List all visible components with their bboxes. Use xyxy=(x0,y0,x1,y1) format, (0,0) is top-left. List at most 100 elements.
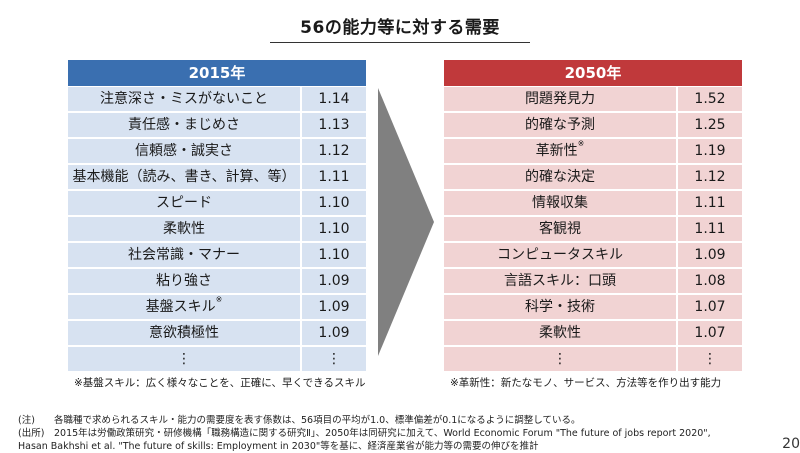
skill-name: 信頼感・誠実さ xyxy=(68,139,300,163)
table-row: 基本機能（読み、書き、計算、等） 1.11 xyxy=(68,165,366,189)
footnote-source-text-1: 2015年は労働政策研究・研修機構「職務構造に関する研究Ⅱ」、2050年は同研究… xyxy=(54,428,711,439)
skill-list-2015: 注意深さ・ミスがないこと 1.14 責任感・まじめさ 1.13 信頼感・誠実さ 1.12 基… xyxy=(68,87,366,371)
skill-value: 1.52 xyxy=(678,87,742,111)
skill-value: 1.12 xyxy=(678,165,742,189)
skill-name: 社会常識・マナー xyxy=(68,243,300,267)
skill-name: 基本機能（読み、書き、計算、等） xyxy=(68,165,300,189)
footnote-source-cont: Hasan Bakhshi et al. "The future of skil… xyxy=(18,440,798,453)
skill-name-text: 信頼感・誠実さ xyxy=(135,143,233,159)
skill-name: 的確な決定 xyxy=(444,165,676,189)
skill-name: 情報収集 xyxy=(444,191,676,215)
footnotes: (注) 各職種で求められるスキル・能力の需要度を表す係数は、56項目の平均が1.… xyxy=(18,414,798,453)
skill-value: 1.07 xyxy=(678,295,742,319)
skill-name: ⋮ xyxy=(68,347,300,371)
skill-name-text: 柔軟性 xyxy=(539,325,581,341)
panel-header-2050: 2050年 xyxy=(444,60,742,86)
skill-name-text: コンピュータスキル xyxy=(497,247,623,263)
footnote-note: (注) 各職種で求められるスキル・能力の需要度を表す係数は、56項目の平均が1.… xyxy=(18,414,798,427)
table-row: コンピュータスキル 1.09 xyxy=(444,243,742,267)
skill-value: 1.09 xyxy=(302,295,366,319)
table-row: 革新性※ 1.19 xyxy=(444,139,742,163)
skill-name: スピード xyxy=(68,191,300,215)
panel-note-2050: ※革新性：新たなモノ、サービス、方法等を作り出す能力 xyxy=(450,377,722,389)
table-row: 意欲積極性 1.09 xyxy=(68,321,366,345)
skill-name: 注意深さ・ミスがないこと xyxy=(68,87,300,111)
skill-value: 1.10 xyxy=(302,191,366,215)
skill-value: ⋮ xyxy=(678,347,742,371)
table-row: 言語スキル：口頭 1.08 xyxy=(444,269,742,293)
table-row: 的確な予測 1.25 xyxy=(444,113,742,137)
title-underline xyxy=(270,42,530,43)
skill-name-text: 的確な決定 xyxy=(525,169,595,185)
skill-name-text: ⋮ xyxy=(177,351,191,367)
skill-value: 1.11 xyxy=(302,165,366,189)
table-row: 責任感・まじめさ 1.13 xyxy=(68,113,366,137)
skill-name: 柔軟性 xyxy=(444,321,676,345)
skill-value: 1.08 xyxy=(678,269,742,293)
footnote-note-text: 各職種で求められるスキル・能力の需要度を表す係数は、56項目の平均が1.0、標準… xyxy=(54,415,581,426)
page-title: 56の能力等に対する需要 xyxy=(300,18,500,38)
footnote-source: (出所) 2015年は労働政策研究・研修機構「職務構造に関する研究Ⅱ」、2050… xyxy=(18,427,798,440)
skill-value: 1.13 xyxy=(302,113,366,137)
skill-name-text: 注意深さ・ミスがないこと xyxy=(100,91,268,107)
skill-name: 的確な予測 xyxy=(444,113,676,137)
skill-value: 1.09 xyxy=(302,321,366,345)
skill-name-text: 基本機能（読み、書き、計算、等） xyxy=(72,169,296,185)
arrow-right-icon xyxy=(378,88,434,356)
skill-value: 1.09 xyxy=(302,269,366,293)
table-row: 情報収集 1.11 xyxy=(444,191,742,215)
skill-value: 1.14 xyxy=(302,87,366,111)
table-row: ⋮ ⋮ xyxy=(68,347,366,371)
table-row: 社会常識・マナー 1.10 xyxy=(68,243,366,267)
skill-name-text: スピード xyxy=(156,195,212,211)
table-row: 客観視 1.11 xyxy=(444,217,742,241)
skill-name: 意欲積極性 xyxy=(68,321,300,345)
skill-name: 問題発見力 xyxy=(444,87,676,111)
skill-value: 1.11 xyxy=(678,217,742,241)
footnote-note-label: (注) xyxy=(18,415,35,426)
table-row: 柔軟性 1.07 xyxy=(444,321,742,345)
table-row: 信頼感・誠実さ 1.12 xyxy=(68,139,366,163)
skill-name-text: 革新性 xyxy=(535,143,578,159)
skill-value: 1.11 xyxy=(678,191,742,215)
panel-note-2015: ※基盤スキル：広く様々なことを、正確に、早くできるスキル xyxy=(74,377,366,389)
table-row: 科学・技術 1.07 xyxy=(444,295,742,319)
skill-name-text: 情報収集 xyxy=(532,195,588,211)
skill-value: 1.19 xyxy=(678,139,742,163)
skill-name-text: 社会常識・マナー xyxy=(128,247,240,263)
footnote-mark: ※ xyxy=(577,139,585,148)
skill-name-text: 言語スキル：口頭 xyxy=(504,273,616,289)
skill-value: 1.10 xyxy=(302,217,366,241)
skill-name-text: 柔軟性 xyxy=(163,221,205,237)
footnote-source-label: (出所) xyxy=(18,428,45,439)
skill-value: ⋮ xyxy=(302,347,366,371)
skill-name: 言語スキル：口頭 xyxy=(444,269,676,293)
skill-name-text: 粘り強さ xyxy=(156,273,212,289)
panel-2015: 2015年 注意深さ・ミスがないこと 1.14 責任感・まじめさ 1.13 信頼感・誠実… xyxy=(68,60,366,390)
skill-name-text: 問題発見力 xyxy=(525,91,595,107)
skill-name: コンピュータスキル xyxy=(444,243,676,267)
table-row: 柔軟性 1.10 xyxy=(68,217,366,241)
skill-value: 1.12 xyxy=(302,139,366,163)
skill-name-text: ⋮ xyxy=(553,351,567,367)
skill-name-text: 客観視 xyxy=(539,221,581,237)
table-row: 的確な決定 1.12 xyxy=(444,165,742,189)
skill-name-text: 科学・技術 xyxy=(525,299,595,315)
panel-header-2015: 2015年 xyxy=(68,60,366,86)
skill-name: ⋮ xyxy=(444,347,676,371)
skill-name: 柔軟性 xyxy=(68,217,300,241)
skill-name-text: 基盤スキル xyxy=(145,299,216,315)
skill-name: 基盤スキル※ xyxy=(68,295,300,319)
skill-name: 客観視 xyxy=(444,217,676,241)
skill-value: 1.07 xyxy=(678,321,742,345)
page-number: 20 xyxy=(782,436,800,452)
footnote-source-text-2: Hasan Bakhshi et al. "The future of skil… xyxy=(18,441,539,452)
table-row: 基盤スキル※ 1.09 xyxy=(68,295,366,319)
skill-value: 1.25 xyxy=(678,113,742,137)
footnote-mark: ※ xyxy=(215,295,223,304)
skill-value: 1.09 xyxy=(678,243,742,267)
skill-name-text: 的確な予測 xyxy=(525,117,595,133)
skill-value: 1.10 xyxy=(302,243,366,267)
table-row: スピード 1.10 xyxy=(68,191,366,215)
skill-name: 粘り強さ xyxy=(68,269,300,293)
